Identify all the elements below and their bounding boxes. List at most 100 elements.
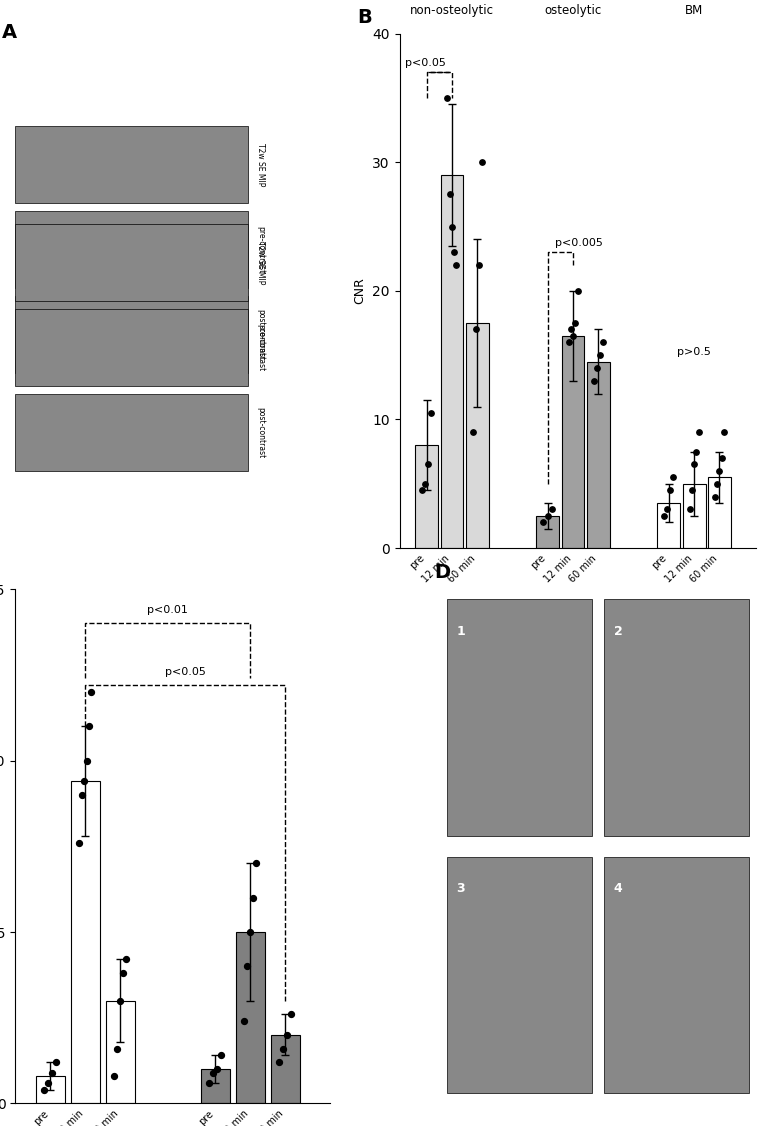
- Text: post-contrast: post-contrast: [257, 406, 265, 458]
- Point: [571, 282, 584, 300]
- FancyBboxPatch shape: [15, 126, 248, 204]
- Text: pre-contrast: pre-contrast: [257, 324, 265, 372]
- Point: [588, 372, 600, 390]
- FancyBboxPatch shape: [15, 296, 248, 373]
- Text: p<0.05: p<0.05: [406, 57, 446, 68]
- FancyBboxPatch shape: [15, 224, 248, 301]
- Point: [466, 423, 479, 441]
- Point: [42, 1074, 55, 1092]
- Point: [446, 217, 458, 235]
- Point: [664, 481, 676, 499]
- Point: [251, 855, 263, 873]
- Text: post-contrast: post-contrast: [257, 309, 265, 360]
- FancyBboxPatch shape: [15, 309, 248, 386]
- Text: 2: 2: [614, 625, 623, 638]
- Bar: [235, 932, 265, 1103]
- Point: [569, 314, 581, 332]
- Point: [416, 481, 429, 499]
- Bar: [440, 176, 463, 548]
- Point: [711, 475, 723, 493]
- Point: [688, 456, 700, 474]
- Bar: [561, 336, 584, 548]
- Point: [241, 957, 254, 975]
- Bar: [683, 484, 705, 548]
- Point: [39, 1081, 51, 1099]
- Point: [683, 500, 695, 518]
- Text: D: D: [434, 563, 450, 582]
- Point: [82, 717, 95, 735]
- FancyBboxPatch shape: [15, 212, 248, 288]
- Point: [470, 321, 482, 339]
- Point: [204, 1074, 216, 1092]
- Point: [73, 834, 86, 852]
- Point: [713, 462, 726, 480]
- Point: [238, 1012, 251, 1030]
- Point: [562, 333, 574, 351]
- Text: 3: 3: [456, 883, 465, 895]
- Bar: [70, 781, 100, 1103]
- Point: [78, 772, 90, 790]
- Point: [690, 443, 702, 461]
- Point: [546, 500, 558, 518]
- Point: [211, 1061, 224, 1079]
- Text: non-osteolytic: non-osteolytic: [410, 5, 494, 18]
- Point: [567, 327, 579, 345]
- Point: [537, 513, 550, 531]
- Text: 4: 4: [614, 883, 623, 895]
- Point: [662, 500, 674, 518]
- Point: [215, 1046, 227, 1064]
- Point: [441, 89, 453, 107]
- Point: [86, 683, 98, 701]
- Point: [111, 1039, 123, 1057]
- Point: [658, 507, 671, 525]
- FancyBboxPatch shape: [15, 394, 248, 471]
- Point: [597, 333, 609, 351]
- Bar: [200, 1070, 231, 1103]
- Y-axis label: CNR: CNR: [354, 277, 367, 304]
- Bar: [106, 1001, 135, 1103]
- Bar: [537, 516, 559, 548]
- Point: [476, 153, 488, 171]
- FancyBboxPatch shape: [447, 599, 592, 835]
- Text: p<0.005: p<0.005: [554, 238, 602, 248]
- Text: B: B: [357, 8, 372, 27]
- Point: [667, 468, 679, 486]
- Point: [76, 786, 88, 804]
- Point: [419, 475, 431, 493]
- FancyBboxPatch shape: [447, 857, 592, 1093]
- Point: [108, 1067, 120, 1085]
- Point: [46, 1064, 59, 1082]
- Bar: [35, 1076, 66, 1103]
- Point: [685, 481, 698, 499]
- Point: [120, 950, 133, 968]
- Point: [117, 964, 130, 982]
- Bar: [466, 323, 489, 548]
- Text: osteolytic: osteolytic: [544, 5, 601, 18]
- Text: T2w SE MIP: T2w SE MIP: [257, 143, 265, 187]
- Point: [443, 186, 456, 204]
- Text: A: A: [2, 24, 17, 43]
- Point: [473, 257, 485, 275]
- Point: [273, 1053, 285, 1071]
- Point: [541, 507, 554, 525]
- Point: [278, 1039, 290, 1057]
- Point: [718, 423, 730, 441]
- Point: [244, 923, 257, 941]
- Bar: [708, 477, 731, 548]
- Point: [285, 1006, 298, 1024]
- Point: [422, 456, 434, 474]
- Point: [247, 888, 260, 906]
- Point: [448, 243, 460, 261]
- Bar: [658, 503, 680, 548]
- Point: [715, 449, 728, 467]
- Point: [80, 752, 93, 770]
- Text: 1: 1: [456, 625, 465, 638]
- Point: [50, 1053, 62, 1071]
- Point: [114, 992, 126, 1010]
- Text: p<0.05: p<0.05: [165, 667, 206, 677]
- Point: [709, 488, 721, 506]
- Bar: [587, 361, 610, 548]
- Point: [692, 423, 705, 441]
- Point: [425, 404, 437, 422]
- Point: [564, 321, 577, 339]
